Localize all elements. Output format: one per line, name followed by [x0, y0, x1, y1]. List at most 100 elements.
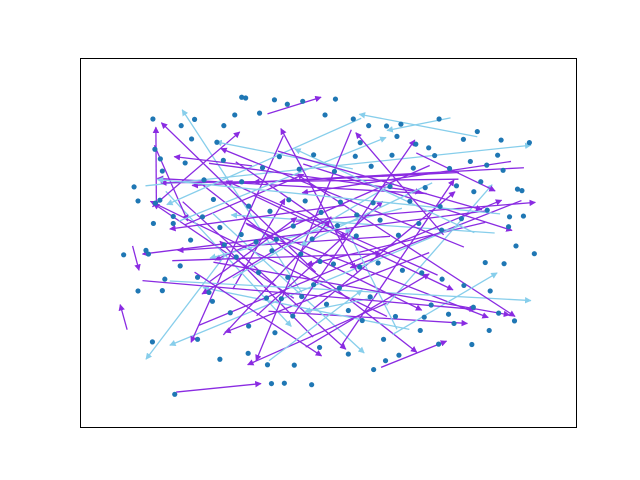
node-point-59	[330, 261, 337, 267]
edge-arrow-39	[176, 380, 262, 393]
node-point-66	[199, 214, 206, 220]
edge-arrow-5	[232, 198, 286, 290]
node-point-50	[501, 261, 507, 267]
node-point-73	[323, 301, 330, 307]
node-point-78	[417, 327, 423, 334]
node-point-43	[514, 186, 521, 192]
node-point-157	[322, 112, 328, 118]
node-point-89	[272, 330, 278, 336]
edge-arrow-56	[300, 176, 516, 317]
edge-arrow-13	[268, 310, 469, 327]
node-point-117	[309, 236, 315, 242]
node-point-75	[359, 317, 365, 324]
node-point-112	[416, 220, 422, 227]
node-point-103	[387, 183, 393, 190]
node-point-131	[467, 158, 473, 165]
node-point-20	[150, 116, 156, 122]
edge-arrow-44	[256, 200, 384, 317]
node-point-95	[246, 203, 252, 209]
node-point-72	[299, 293, 305, 300]
node-point-48	[513, 243, 519, 249]
node-point-12	[157, 197, 163, 203]
node-point-4	[206, 289, 212, 296]
node-point-85	[367, 294, 373, 300]
node-point-61	[298, 251, 304, 257]
node-point-21	[178, 123, 184, 129]
node-point-120	[259, 165, 266, 171]
edge-arrow-26	[215, 139, 353, 170]
edge-arrow-52	[169, 280, 532, 304]
node-point-137	[194, 274, 201, 280]
node-point-152	[281, 380, 287, 386]
edge-arrow-36	[182, 201, 347, 350]
node-point-111	[438, 227, 445, 233]
node-point-86	[336, 285, 343, 291]
node-point-109	[484, 207, 490, 213]
node-point-22	[189, 136, 195, 142]
edge-arrow-83	[268, 289, 363, 362]
edge-arrow-73	[201, 216, 332, 295]
edge-arrow-77	[300, 182, 433, 246]
node-point-150	[245, 350, 251, 356]
node-point-62	[269, 248, 275, 254]
node-point-129	[432, 152, 438, 159]
edge-arrow-18	[131, 245, 141, 271]
node-point-65	[217, 224, 223, 231]
node-point-158	[357, 140, 363, 146]
node-point-10	[135, 198, 141, 204]
node-point-96	[267, 208, 273, 214]
node-point-116	[334, 223, 341, 229]
node-point-3	[194, 336, 201, 342]
node-point-113	[395, 232, 402, 238]
node-point-84	[392, 313, 399, 320]
node-point-38	[460, 136, 467, 142]
node-point-41	[495, 152, 501, 158]
node-point-142	[486, 327, 492, 334]
node-point-24	[214, 139, 220, 145]
node-point-159	[394, 133, 400, 139]
node-point-67	[188, 237, 194, 243]
node-point-28	[271, 97, 278, 103]
edge-arrow-9	[151, 131, 241, 208]
node-point-99	[318, 209, 324, 215]
node-point-42	[498, 137, 504, 143]
node-point-18	[182, 160, 188, 166]
node-point-110	[458, 216, 465, 222]
node-point-80	[445, 311, 452, 317]
nodes-layer	[121, 94, 537, 397]
node-point-47	[505, 224, 512, 230]
edge-arrow-51	[247, 302, 387, 366]
node-point-145	[371, 366, 377, 373]
node-point-19	[152, 146, 158, 152]
node-point-92	[209, 298, 216, 304]
node-point-123	[311, 152, 317, 158]
node-point-52	[487, 288, 493, 294]
edge-arrow-67	[301, 160, 512, 196]
node-point-163	[520, 213, 527, 219]
node-point-32	[350, 116, 356, 122]
edge-arrow-82	[355, 132, 445, 236]
node-point-74	[345, 307, 351, 314]
plot-frame	[80, 58, 577, 428]
edge-arrow-65	[169, 204, 344, 232]
node-point-70	[255, 269, 262, 276]
node-point-60	[317, 258, 323, 265]
node-point-45	[519, 188, 525, 194]
node-point-126	[368, 163, 374, 169]
node-point-107	[453, 183, 460, 189]
node-point-25	[221, 123, 227, 129]
node-point-156	[256, 110, 263, 116]
node-point-76	[380, 336, 387, 342]
node-point-154	[382, 358, 389, 364]
edge-arrow-34	[145, 142, 532, 187]
node-point-46	[506, 214, 513, 220]
node-point-148	[291, 362, 297, 368]
edge-arrow-74	[172, 250, 382, 262]
node-point-135	[210, 196, 217, 203]
node-point-132	[201, 177, 207, 183]
node-point-36	[413, 141, 419, 147]
edge-arrow-57	[232, 182, 395, 279]
edge-arrow-81	[213, 261, 511, 318]
node-point-79	[428, 302, 434, 308]
